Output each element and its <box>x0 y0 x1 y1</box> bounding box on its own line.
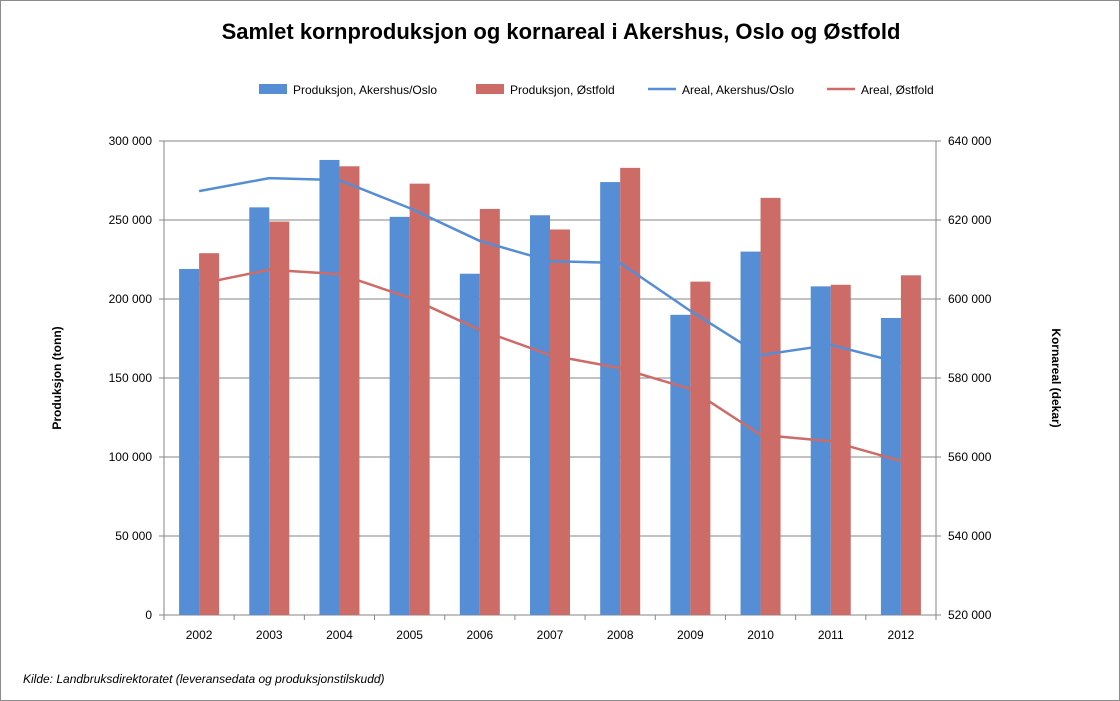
bar-akershus-oslo <box>810 286 831 615</box>
y2-tick-label: 640 000 <box>948 134 992 148</box>
x-tick-label: 2003 <box>256 628 283 642</box>
y-tick-label: 100 000 <box>109 450 153 464</box>
bar-ostfold <box>269 221 290 615</box>
bar-ostfold <box>830 284 851 615</box>
bar-ostfold <box>760 197 781 615</box>
bar-ostfold <box>409 183 430 615</box>
x-tick-label: 2008 <box>607 628 634 642</box>
y-tick-label: 250 000 <box>109 213 153 227</box>
y-axis-label: Produksjon (tonn) <box>50 326 64 429</box>
y2-axis-label: Kornareal (dekar) <box>1049 328 1063 427</box>
bar-ostfold <box>479 208 500 615</box>
x-tick-label: 2007 <box>537 628 564 642</box>
x-tick-label: 2012 <box>888 628 915 642</box>
legend-label: Areal, Østfold <box>861 83 934 97</box>
x-tick-label: 2005 <box>396 628 423 642</box>
line-areal-ostfold <box>198 268 902 463</box>
bar-ostfold <box>199 253 220 615</box>
bar-ostfold <box>690 281 711 615</box>
legend-swatch <box>259 84 287 94</box>
y2-tick-label: 520 000 <box>948 608 992 622</box>
bar-akershus-oslo <box>600 182 621 615</box>
legend-label: Produksjon, Akershus/Oslo <box>293 83 437 97</box>
bar-akershus-oslo <box>179 268 200 615</box>
source-note: Kilde: Landbruksdirektoratet (leveransed… <box>23 672 385 686</box>
y-tick-label: 200 000 <box>109 292 153 306</box>
y2-tick-label: 620 000 <box>948 213 992 227</box>
line-areal-akershus-oslo <box>198 176 902 365</box>
y-tick-label: 300 000 <box>109 134 153 148</box>
bar-ostfold <box>550 229 570 616</box>
x-tick-label: 2011 <box>818 628 844 642</box>
bar-akershus-oslo <box>459 273 480 615</box>
bar-akershus-oslo <box>319 159 340 615</box>
bar-ostfold <box>339 166 360 615</box>
bar-akershus-oslo <box>740 251 761 615</box>
bar-akershus-oslo <box>389 216 410 615</box>
y2-tick-label: 540 000 <box>948 529 992 543</box>
x-tick-label: 2004 <box>326 628 353 642</box>
bar-akershus-oslo <box>249 207 270 616</box>
bar-ostfold <box>900 275 921 615</box>
legend-label: Produksjon, Østfold <box>510 83 615 97</box>
legend-swatch <box>476 84 504 94</box>
y2-tick-label: 600 000 <box>948 292 992 306</box>
bar-akershus-oslo <box>880 317 901 615</box>
x-tick-label: 2006 <box>466 628 493 642</box>
y-tick-label: 0 <box>145 608 152 622</box>
y-tick-label: 150 000 <box>109 371 153 385</box>
y2-tick-label: 560 000 <box>948 450 992 464</box>
bar-akershus-oslo <box>530 215 550 615</box>
bar-ostfold <box>620 167 641 616</box>
bar-akershus-oslo <box>670 314 691 615</box>
x-tick-label: 2010 <box>747 628 774 642</box>
x-tick-label: 2009 <box>677 628 704 642</box>
y-tick-label: 50 000 <box>115 529 152 543</box>
x-tick-label: 2002 <box>186 628 213 642</box>
chart-title: Samlet kornproduksjon og kornareal i Ake… <box>221 19 901 44</box>
legend-label: Areal, Akershus/Oslo <box>682 83 794 97</box>
y2-tick-label: 580 000 <box>948 371 992 385</box>
